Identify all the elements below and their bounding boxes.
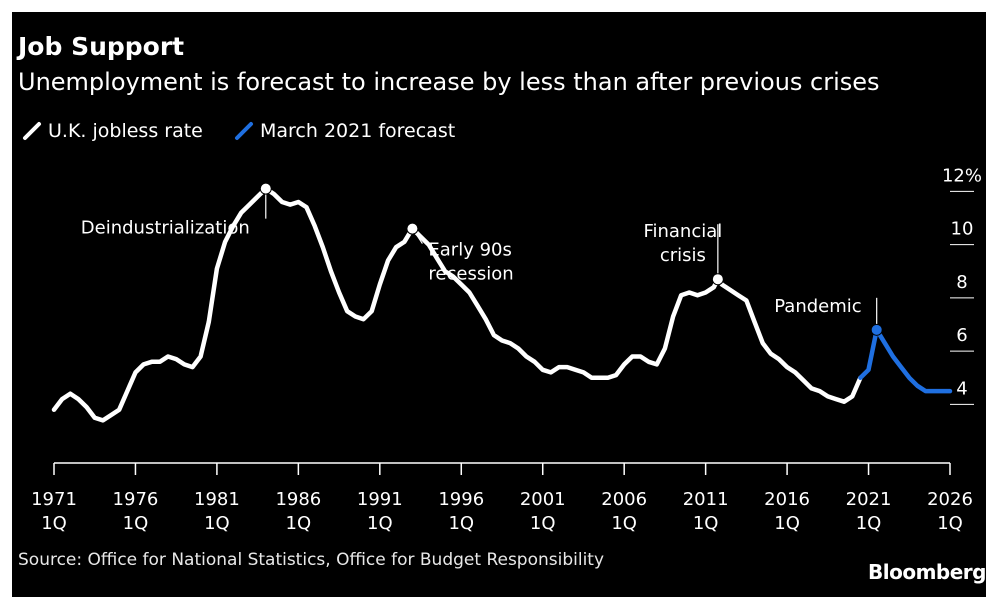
chart-title: Job Support (18, 32, 185, 61)
x-tick-label-quarter: 1Q (367, 513, 393, 534)
x-tick-label-year: 1986 (275, 489, 321, 510)
x-tick-label-quarter: 1Q (204, 513, 230, 534)
x-tick-label-year: 2026 (927, 489, 973, 510)
x-tick-label-quarter: 1Q (286, 513, 312, 534)
annotation-label: crisis (660, 245, 706, 266)
chart-panel (12, 12, 986, 597)
annotation-label: recession (428, 264, 513, 285)
x-tick-label-quarter: 1Q (774, 513, 800, 534)
x-tick-label-year: 1971 (31, 489, 77, 510)
x-tick-label-quarter: 1Q (41, 513, 67, 534)
legend-swatch-white (23, 122, 41, 140)
annotation-label: Financial (643, 221, 722, 242)
x-tick-label-year: 2021 (846, 489, 892, 510)
annotation-label: Pandemic (774, 296, 861, 317)
annotation-marker (259, 182, 272, 195)
annotation-marker (711, 273, 724, 286)
annotation-marker (406, 222, 419, 235)
x-tick-label-year: 1991 (357, 489, 403, 510)
x-tick-label-year: 2016 (764, 489, 810, 510)
x-tick-label-quarter: 1Q (123, 513, 149, 534)
x-tick-label-quarter: 1Q (856, 513, 882, 534)
y-tick-label: 6 (956, 325, 967, 346)
chart-subtitle: Unemployment is forecast to increase by … (18, 68, 880, 96)
legend-label-jobless-rate: U.K. jobless rate (48, 120, 203, 142)
legend-item-forecast: March 2021 forecast (234, 118, 455, 144)
x-tick-label-year: 1996 (438, 489, 484, 510)
series-line-jobless-rate (51, 186, 863, 423)
x-tick-label-year: 2006 (601, 489, 647, 510)
source-note: Source: Office for National Statistics, … (18, 550, 605, 570)
y-tick-label: 4 (956, 378, 967, 399)
x-tick-label-quarter: 1Q (611, 513, 637, 534)
y-tick-label: 12% (942, 165, 982, 186)
series-line-forecast (858, 327, 953, 394)
x-tick-label-quarter: 1Q (937, 513, 963, 534)
x-tick-label-year: 2001 (520, 489, 566, 510)
x-tick-label-year: 1976 (113, 489, 159, 510)
bloomberg-logo: Bloomberg (868, 560, 986, 584)
legend-label-forecast: March 2021 forecast (260, 120, 456, 142)
annotation-label: Early 90s (428, 240, 511, 261)
x-tick-label-quarter: 1Q (693, 513, 719, 534)
legend-swatch-blue (235, 122, 253, 140)
annotation-marker (870, 323, 883, 336)
annotation-label: Deindustrialization (81, 218, 250, 239)
x-tick-label-quarter: 1Q (530, 513, 556, 534)
y-tick-label: 10 (951, 219, 974, 240)
x-tick-label-quarter: 1Q (448, 513, 474, 534)
y-tick-label: 8 (956, 272, 967, 293)
x-tick-label-year: 2011 (683, 489, 729, 510)
legend-item-jobless-rate: U.K. jobless rate (22, 118, 203, 144)
x-tick-label-year: 1981 (194, 489, 240, 510)
